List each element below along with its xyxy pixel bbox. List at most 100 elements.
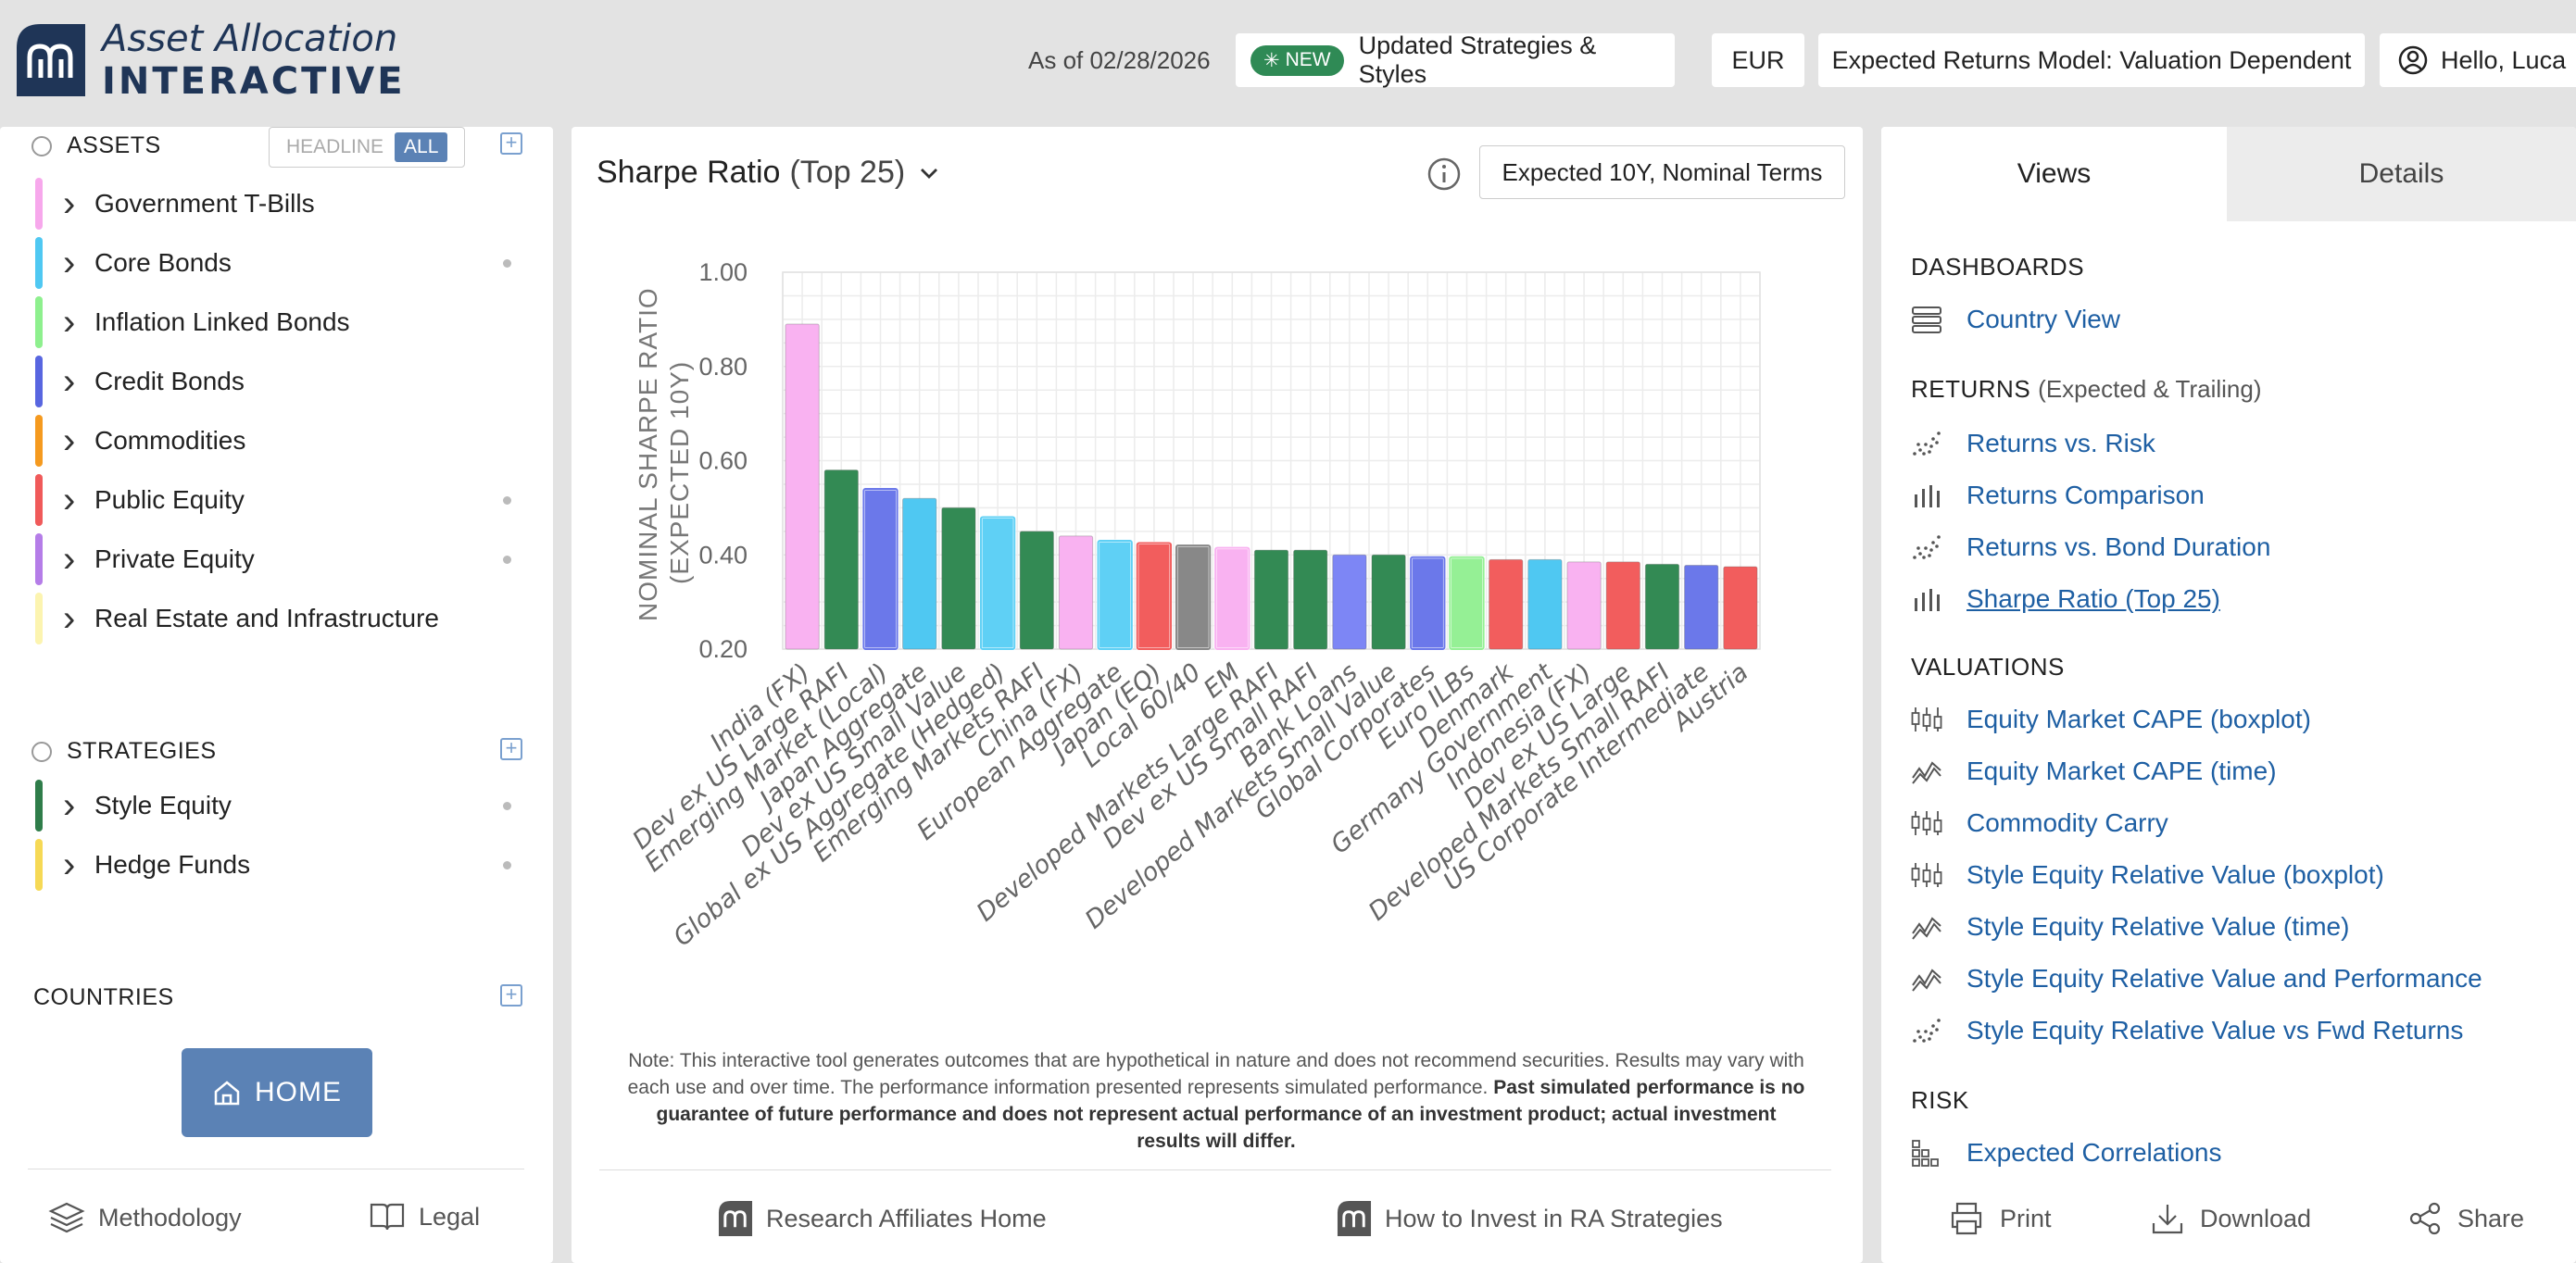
color-swatch [35, 296, 43, 348]
home-button[interactable]: HOME [182, 1048, 372, 1137]
print-button[interactable]: Print [1948, 1201, 2052, 1236]
chevron-right-icon[interactable]: › [63, 598, 76, 639]
legal-link[interactable]: Legal [369, 1201, 480, 1232]
assets-section-header[interactable]: ASSETS [31, 132, 161, 159]
view-link[interactable]: Returns vs. Risk [1911, 429, 2155, 458]
methodology-link[interactable]: Methodology [48, 1201, 242, 1234]
bar-outline [1136, 542, 1173, 650]
list-item[interactable]: › Core Bonds [35, 237, 526, 289]
view-link[interactable]: Style Equity Relative Value (boxplot) [1911, 860, 2384, 890]
view-link-label: Equity Market CAPE (time) [1967, 757, 2277, 785]
chart-title-dropdown[interactable]: Sharpe Ratio (Top 25) [597, 155, 940, 191]
headline-all-toggle[interactable]: HEADLINE ALL [269, 127, 465, 168]
view-link[interactable]: Style Equity Relative Value (time) [1911, 912, 2349, 942]
book-icon [370, 1203, 405, 1231]
view-link-label: Style Equity Relative Value vs Fwd Retur… [1967, 1016, 2464, 1044]
section-heading-title: DASHBOARDS [1911, 253, 2085, 281]
view-link[interactable]: Commodity Carry [1911, 808, 2168, 838]
list-item[interactable]: › Private Equity [35, 533, 526, 585]
chevron-right-icon[interactable]: › [63, 183, 76, 224]
ra-small-logo-icon [1337, 1201, 1372, 1236]
status-dot [503, 258, 511, 268]
bar [1566, 561, 1602, 650]
updated-strategies-button[interactable]: ✳ NEW Updated Strategies & Styles [1236, 31, 1675, 88]
y-axis-label-line2: (EXPECTED 10Y) [665, 361, 694, 584]
assets-radio[interactable] [31, 135, 52, 156]
chevron-right-icon[interactable]: › [63, 539, 76, 580]
list-item[interactable]: › Inflation Linked Bonds [35, 296, 526, 348]
layers-icon [48, 1202, 85, 1233]
view-link-label: Commodity Carry [1967, 808, 2168, 837]
strategies-add-icon[interactable]: + [500, 738, 522, 760]
countries-section-header[interactable]: COUNTRIES [33, 984, 174, 1011]
list-item[interactable]: › Credit Bonds [35, 356, 526, 407]
toggle-headline[interactable]: HEADLINE [286, 136, 384, 157]
view-link[interactable]: Equity Market CAPE (boxplot) [1911, 705, 2311, 734]
chevron-right-icon[interactable]: › [63, 480, 76, 520]
strategies-radio[interactable] [31, 741, 52, 762]
bar-outline [1449, 556, 1485, 651]
view-link[interactable]: Country View [1911, 305, 2120, 334]
list-item[interactable]: › Commodities [35, 415, 526, 467]
share-button[interactable]: Share [2407, 1201, 2524, 1236]
download-label: Download [2200, 1204, 2312, 1232]
view-link[interactable]: Returns Comparison [1911, 481, 2205, 510]
list-item[interactable]: › Government T-Bills [35, 178, 526, 230]
bar [1019, 531, 1054, 650]
list-item-label: Credit Bonds [94, 367, 245, 395]
view-link-label: Equity Market CAPE (boxplot) [1967, 705, 2311, 733]
chevron-right-icon[interactable]: › [63, 361, 76, 402]
download-button[interactable]: Download [2150, 1201, 2311, 1236]
ra-logo-icon[interactable] [17, 24, 85, 96]
assets-add-icon[interactable]: + [500, 132, 522, 155]
chevron-right-icon[interactable]: › [63, 243, 76, 283]
view-link[interactable]: Style Equity Relative Value and Performa… [1911, 964, 2482, 994]
line-icon [1912, 969, 1941, 992]
research-affiliates-home-link[interactable]: Research Affiliates Home [718, 1201, 1047, 1236]
view-link[interactable]: Sharpe Ratio (Top 25) [1911, 584, 2220, 614]
chart-title-suffix: (Top 25) [789, 155, 906, 190]
view-link[interactable]: Returns vs. Bond Duration [1911, 532, 2270, 562]
ra-small-logo-icon [718, 1201, 753, 1236]
list-item[interactable]: › Style Equity [35, 780, 526, 832]
bar [1409, 556, 1446, 651]
legal-label: Legal [419, 1202, 481, 1231]
chevron-right-icon[interactable]: › [63, 302, 76, 343]
chevron-right-icon[interactable]: › [63, 420, 76, 461]
bar [861, 487, 899, 651]
bar-outline [1410, 556, 1446, 651]
user-menu-button[interactable]: Hello, Luca [2380, 33, 2576, 87]
strategies-section-header[interactable]: STRATEGIES [31, 738, 217, 765]
view-link-label: Style Equity Relative Value and Performa… [1967, 964, 2482, 993]
download-icon [2152, 1205, 2183, 1234]
info-icon[interactable] [1426, 156, 1462, 192]
updated-strategies-label: Updated Strategies & Styles [1358, 31, 1597, 88]
list-item-label: Commodities [94, 426, 246, 455]
tab-details[interactable]: Details [2227, 127, 2576, 221]
view-link-label: Style Equity Relative Value (boxplot) [1967, 860, 2384, 889]
tab-views[interactable]: Views [1881, 127, 2227, 221]
view-link[interactable]: Equity Market CAPE (time) [1911, 757, 2277, 786]
list-item[interactable]: › Public Equity [35, 474, 526, 526]
expected-returns-model-selector[interactable]: Expected Returns Model: Valuation Depend… [1818, 33, 2365, 87]
view-link[interactable]: Expected Correlations [1911, 1138, 2221, 1168]
list-item[interactable]: › Hedge Funds [35, 839, 526, 891]
list-item-label: Hedge Funds [94, 850, 251, 879]
list-item[interactable]: › Real Estate and Infrastructure [35, 593, 526, 644]
logo-line2: INTERACTIVE [102, 60, 406, 103]
bar [1136, 542, 1173, 651]
chevron-right-icon[interactable]: › [63, 785, 76, 826]
view-link[interactable]: Style Equity Relative Value vs Fwd Retur… [1911, 1016, 2463, 1045]
how-to-invest-link[interactable]: How to Invest in RA Strategies [1337, 1201, 1723, 1236]
currency-selector[interactable]: EUR [1712, 33, 1804, 87]
color-swatch [35, 178, 43, 230]
chevron-right-icon[interactable]: › [63, 844, 76, 885]
bar [1605, 561, 1640, 650]
toggle-all[interactable]: ALL [395, 132, 448, 162]
app-logo-text[interactable]: Asset Allocation INTERACTIVE [102, 20, 406, 100]
countries-add-icon[interactable]: + [500, 984, 522, 1007]
y-axis-label-line1: NOMINAL SHARPE RATIO [634, 287, 662, 621]
color-swatch [35, 533, 43, 585]
expected-terms-selector[interactable]: Expected 10Y, Nominal Terms [1479, 145, 1845, 199]
disclaimer-bold: Past simulated performance is no guarant… [656, 1077, 1805, 1152]
